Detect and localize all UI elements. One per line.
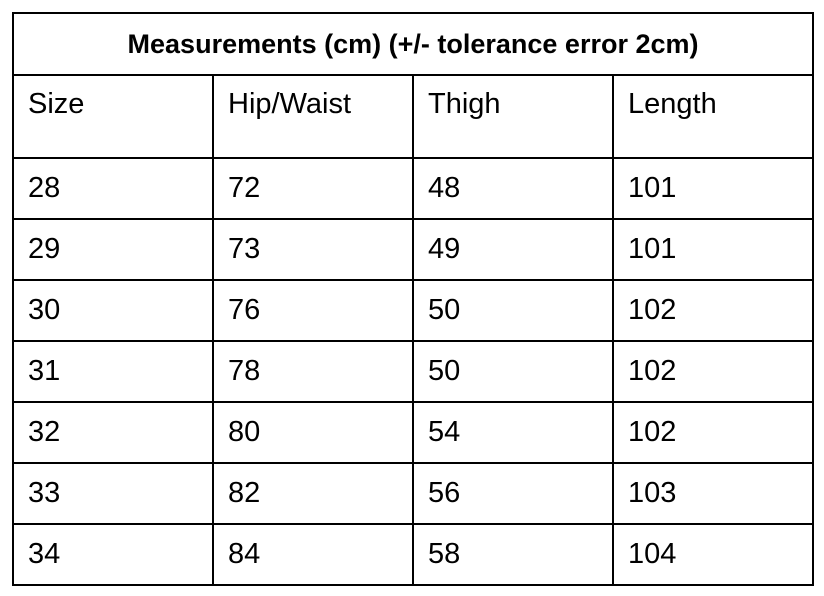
data-cell: 102 <box>611 401 815 464</box>
table-container: Measurements (cm) (+/- tolerance error 2… <box>11 12 815 586</box>
data-cell: 102 <box>611 279 815 342</box>
data-cell: 56 <box>412 462 614 525</box>
header-cell: Size <box>12 74 214 159</box>
data-cell: 101 <box>611 157 815 220</box>
data-cell: 50 <box>412 340 614 403</box>
data-row: 29 73 49 101 <box>12 218 815 281</box>
data-cell: 28 <box>12 157 214 220</box>
data-cell: 50 <box>412 279 614 342</box>
data-cell: 54 <box>412 401 614 464</box>
header-row: Size Hip/Waist Thigh Length <box>12 74 815 159</box>
data-cell: 102 <box>611 340 815 403</box>
data-cell: 103 <box>611 462 815 525</box>
data-cell: 33 <box>12 462 214 525</box>
data-cell: 32 <box>12 401 214 464</box>
data-cell: 31 <box>12 340 214 403</box>
data-cell: 48 <box>412 157 614 220</box>
data-cell: 104 <box>611 523 815 586</box>
table-title: Measurements (cm) (+/- tolerance error 2… <box>11 12 815 76</box>
data-cell: 34 <box>12 523 214 586</box>
data-cell: 29 <box>12 218 214 281</box>
data-cell: 101 <box>611 218 815 281</box>
data-cell: 84 <box>212 523 414 586</box>
header-cell: Thigh <box>412 74 614 159</box>
data-row: 32 80 54 102 <box>12 401 815 464</box>
data-cell: 73 <box>212 218 414 281</box>
data-row: 31 78 50 102 <box>12 340 815 403</box>
header-cell: Hip/Waist <box>212 74 414 159</box>
data-cell: 49 <box>412 218 614 281</box>
data-cell: 80 <box>212 401 414 464</box>
title-row: Measurements (cm) (+/- tolerance error 2… <box>11 12 815 76</box>
data-cell: 76 <box>212 279 414 342</box>
data-row: 33 82 56 103 <box>12 462 815 525</box>
data-cell: 58 <box>412 523 614 586</box>
data-row: 34 84 58 104 <box>12 523 815 586</box>
data-cell: 30 <box>12 279 214 342</box>
table-body: Measurements (cm) (+/- tolerance error 2… <box>11 12 815 586</box>
data-cell: 78 <box>212 340 414 403</box>
data-cell: 72 <box>212 157 414 220</box>
data-row: 30 76 50 102 <box>12 279 815 342</box>
size-table: Measurements (cm) (+/- tolerance error 2… <box>11 12 815 586</box>
data-row: 28 72 48 101 <box>12 157 815 220</box>
data-cell: 82 <box>212 462 414 525</box>
header-cell: Length <box>611 74 815 159</box>
